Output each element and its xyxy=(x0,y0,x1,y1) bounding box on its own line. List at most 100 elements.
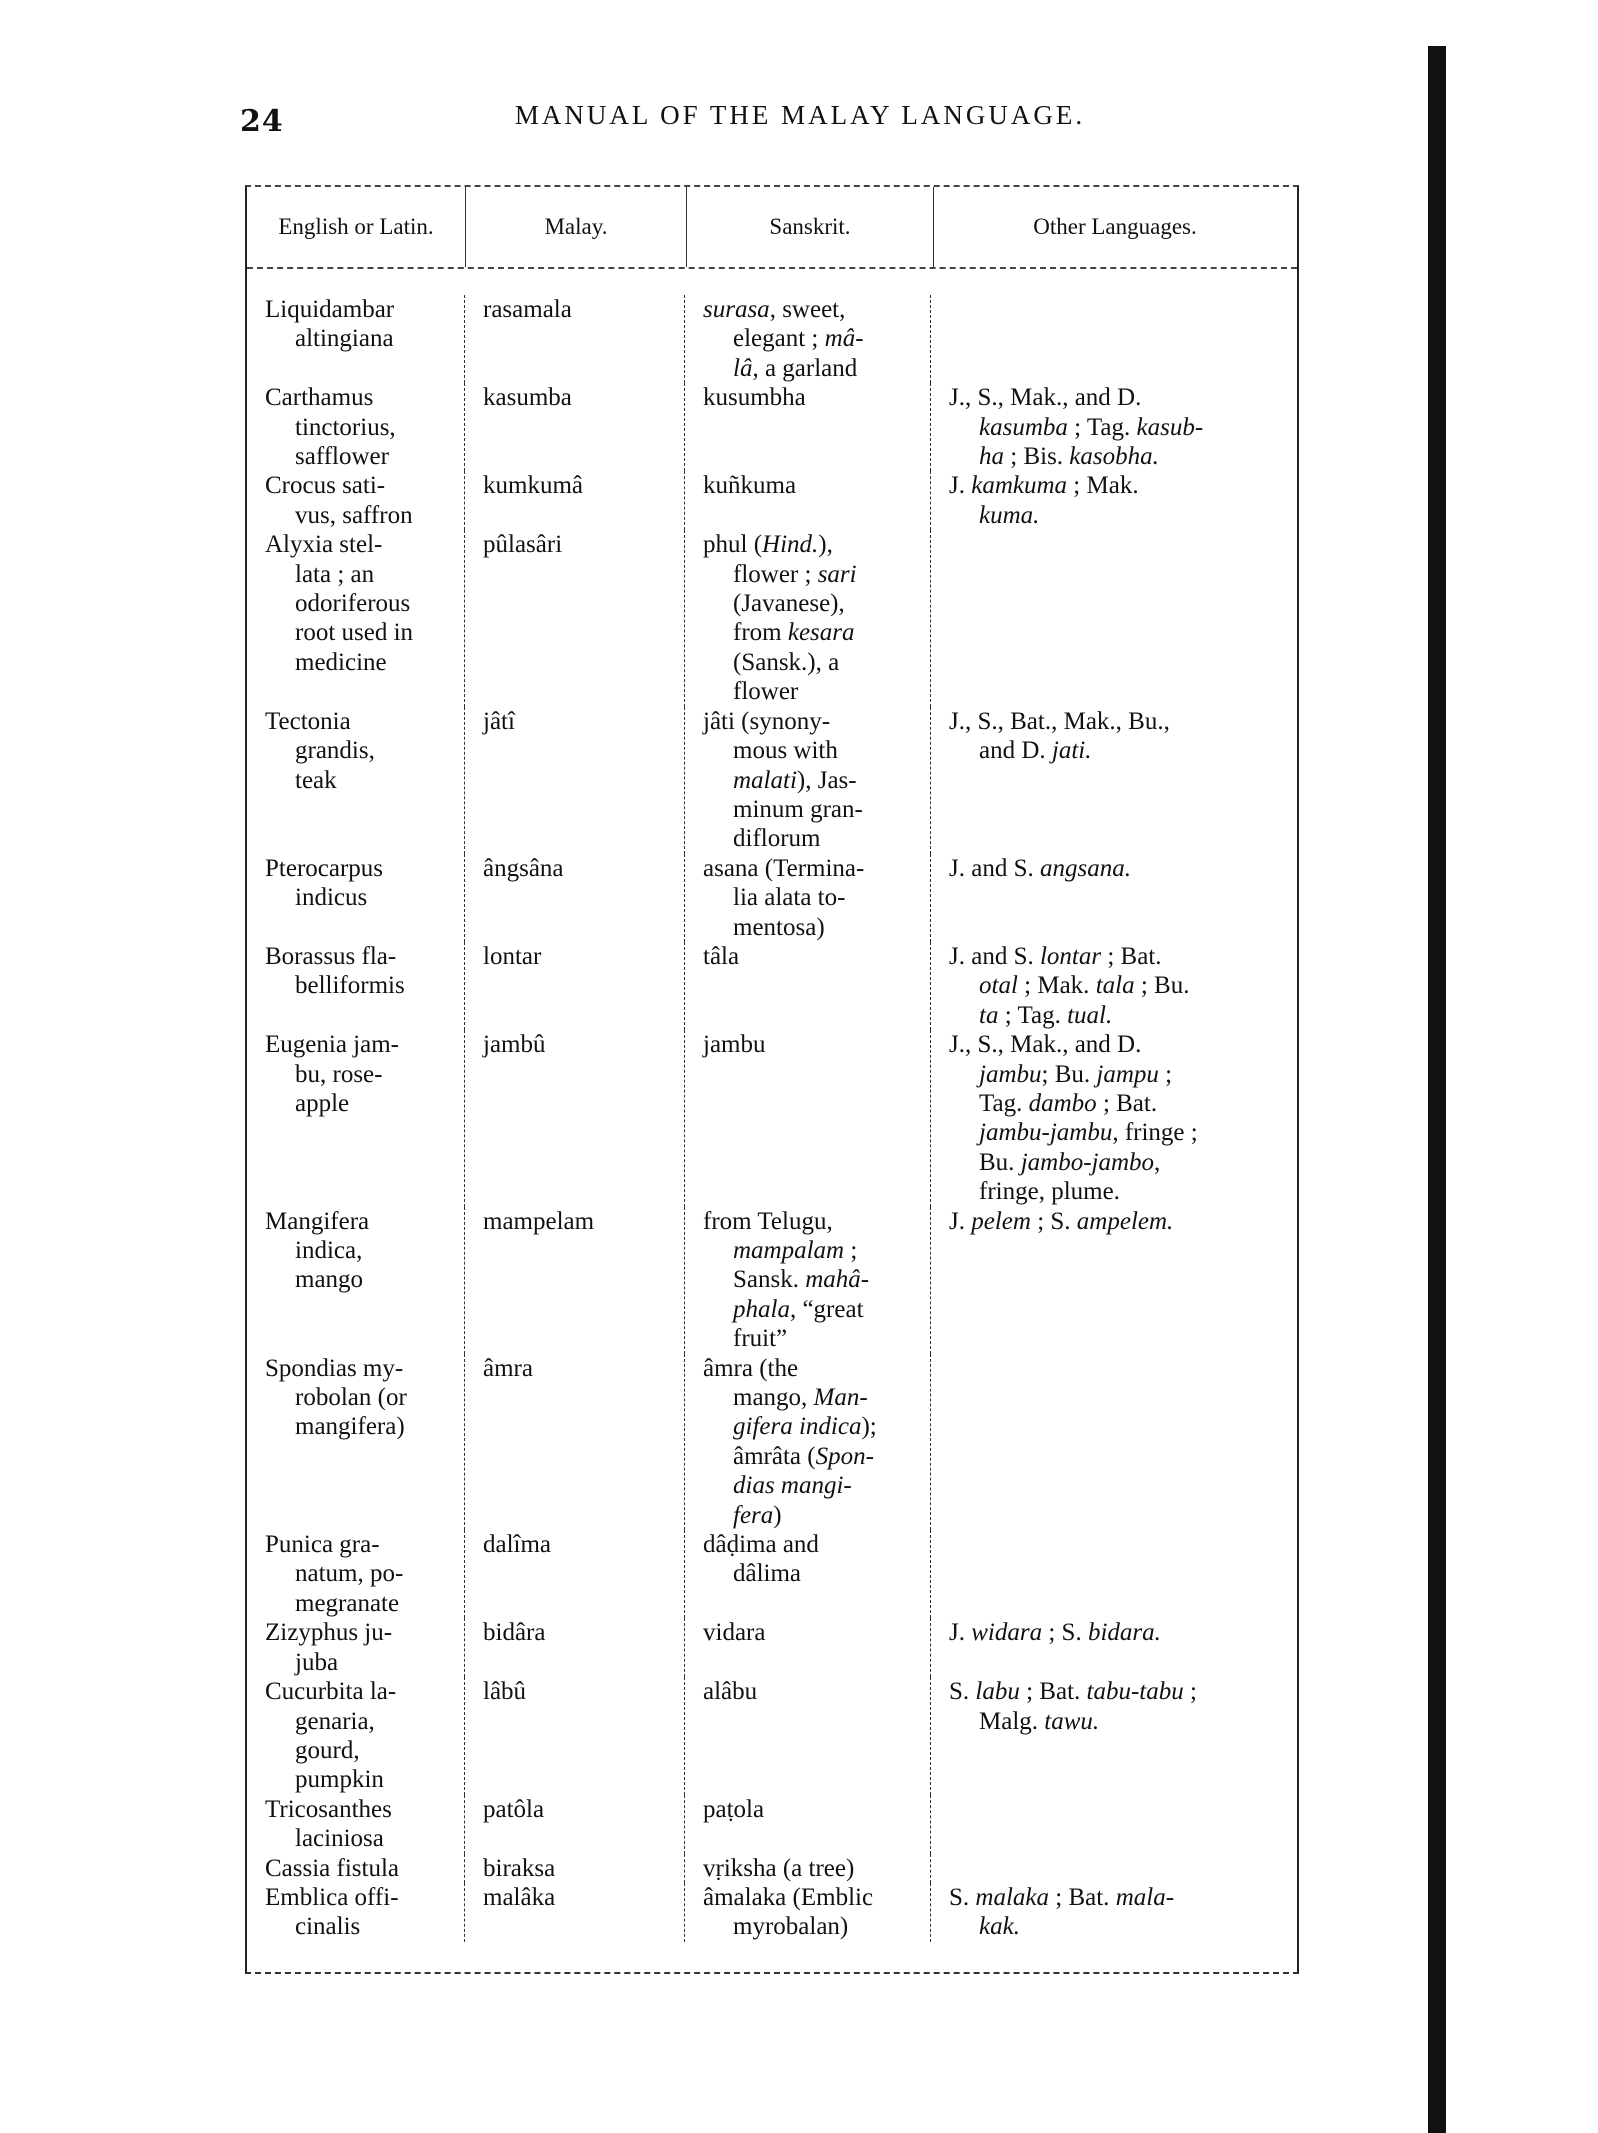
cell-line: paṭola xyxy=(703,1795,918,1824)
cell-line: Emblica offi- xyxy=(265,1883,452,1912)
text: Sansk. xyxy=(733,1266,806,1294)
italic-text: gifera indica xyxy=(733,1413,862,1441)
text: Tectonia xyxy=(265,707,351,735)
text: minum gran- xyxy=(733,795,863,823)
text: ) xyxy=(773,1501,782,1529)
italic-text: Man- xyxy=(813,1384,868,1412)
malay-cell: mampelam xyxy=(465,1206,685,1354)
text: âmalaka (Emblic xyxy=(703,1883,874,1911)
other-languages-cell xyxy=(931,1530,1293,1618)
cell-line: Cucurbita la- xyxy=(265,1677,452,1706)
text: kusumbha xyxy=(703,384,806,412)
italic-text: lâ xyxy=(733,354,753,382)
vocabulary-table: English or Latin. Malay. Sanskrit. Other… xyxy=(245,185,1299,1974)
cell-line: ângsâna xyxy=(483,854,672,883)
italic-text: jambo-jambo xyxy=(1020,1148,1155,1176)
cell-line: gifera indica); xyxy=(703,1412,918,1441)
text: Spondias my- xyxy=(265,1354,404,1382)
italic-text: bidara. xyxy=(1087,1619,1161,1647)
text: odoriferous xyxy=(295,590,411,618)
cell-line: elegant ; mâ- xyxy=(703,324,918,353)
italic-text: kesara xyxy=(787,619,855,647)
header-sanskrit: Sanskrit. xyxy=(687,187,934,267)
cell-line: cinalis xyxy=(265,1912,452,1941)
text: J. and S. xyxy=(949,942,1040,970)
text: ; Bis. xyxy=(1004,443,1070,471)
text: lia alata to- xyxy=(733,884,846,912)
cell-line: S. malaka ; Bat. mala- xyxy=(949,1883,1281,1912)
sanskrit-cell: phul (Hind.), flower ; sari (Javanese), fro… xyxy=(685,530,931,707)
other-languages-cell: J. pelem ; S. ampelem. xyxy=(931,1207,1293,1354)
cell-line: dalîma xyxy=(483,1530,672,1559)
cell-line: belliformis xyxy=(265,971,452,1000)
cell-line: malati), Jas- xyxy=(703,766,918,795)
other-languages-cell: J., S., Mak., and D. kasumba ; Tag. kasub… xyxy=(931,383,1293,471)
text: lata ; an xyxy=(295,560,375,588)
sanskrit-cell: kuñkuma xyxy=(685,471,931,531)
text: grandis, xyxy=(295,737,375,765)
table-row: Eugenia jam-bu, rose-apple jambû jambu J., … xyxy=(247,1030,1297,1207)
other-languages-cell: J. widara ; S. bidara. xyxy=(931,1618,1293,1677)
english-latin-cell: Tricosanthes laciniosa xyxy=(247,1794,465,1854)
cell-line: Liquidambar xyxy=(265,295,452,324)
text: ), xyxy=(818,531,833,559)
text: , xyxy=(1154,1148,1161,1176)
cell-line: J. and S. angsana. xyxy=(949,854,1281,883)
cell-line: asana (Termina- xyxy=(703,854,918,883)
cell-line: Malg. tawu. xyxy=(949,1707,1281,1736)
english-latin-cell: Cassia fistula xyxy=(247,1853,465,1883)
text: medicine xyxy=(295,648,387,676)
text: myrobalan) xyxy=(733,1913,849,1941)
cell-line: from Telugu, xyxy=(703,1207,918,1236)
cell-line: rasamala xyxy=(483,295,672,324)
cell-line: jambu-jambu, fringe ; xyxy=(949,1118,1281,1147)
other-languages-cell: J. kamkuma ; Mak. kuma. xyxy=(931,471,1293,530)
cell-line: grandis, xyxy=(265,736,452,765)
text: pûlasâri xyxy=(483,531,563,559)
english-latin-cell: Eugenia jam-bu, rose-apple xyxy=(247,1030,465,1207)
text: ; Bat. xyxy=(1101,942,1162,970)
text: vus, saffron xyxy=(295,501,413,529)
text: alâbu xyxy=(703,1678,758,1706)
text: robolan (or xyxy=(295,1384,407,1412)
text: fringe, plume. xyxy=(979,1178,1120,1206)
italic-text: dambo xyxy=(1028,1089,1097,1117)
table-header: English or Latin. Malay. Sanskrit. Other… xyxy=(247,187,1297,269)
english-latin-cell: Borassus fla-belliformis xyxy=(247,941,465,1031)
cell-line: vus, saffron xyxy=(265,501,452,530)
header-malay: Malay. xyxy=(466,187,687,267)
cell-line: J., S., Mak., and D. xyxy=(949,383,1281,412)
text: jâti (synony- xyxy=(703,707,831,735)
cell-line: fera) xyxy=(703,1501,918,1530)
malay-cell: rasamala xyxy=(465,295,685,384)
text: ; xyxy=(844,1237,858,1264)
table-row: Emblica offi-cinalis malâka âmalaka (Embli… xyxy=(247,1882,1297,1942)
cell-line: kasumba ; Tag. kasub- xyxy=(949,413,1281,442)
cell-line: J., S., Mak., and D. xyxy=(949,1030,1281,1059)
italic-text: fera xyxy=(733,1501,774,1529)
text: lâbû xyxy=(483,1678,527,1706)
malay-cell: jâtî xyxy=(465,706,685,854)
text: indicus xyxy=(295,884,368,912)
cell-line: kasumba xyxy=(483,383,672,412)
english-latin-cell: Crocus sati-vus, saffron xyxy=(247,471,465,531)
table-row: Mangifera indica, mango mampelam from Telugu… xyxy=(247,1206,1297,1354)
sanskrit-cell: vidara xyxy=(685,1618,931,1678)
cell-line: altingiana xyxy=(265,324,452,353)
cell-line: and D. jati. xyxy=(949,736,1281,765)
text: juba xyxy=(295,1648,339,1676)
cell-line: Pterocarpus xyxy=(265,854,452,883)
text: ; Bu. xyxy=(1041,1060,1097,1088)
text: natum, po- xyxy=(295,1560,404,1588)
text: âmra (the xyxy=(703,1354,799,1382)
text: Liquidambar xyxy=(265,296,395,323)
italic-text: ha xyxy=(979,443,1004,471)
cell-line: jambû xyxy=(483,1030,672,1059)
cell-line: dâḍima and xyxy=(703,1530,918,1559)
malay-cell: bidâra xyxy=(465,1618,685,1678)
cell-line: âmrâta (Spon- xyxy=(703,1442,918,1471)
text: fruit” xyxy=(733,1325,788,1353)
cell-line: root used in xyxy=(265,618,452,647)
cell-line: mango, Man- xyxy=(703,1383,918,1412)
cell-line: Eugenia jam- xyxy=(265,1030,452,1059)
